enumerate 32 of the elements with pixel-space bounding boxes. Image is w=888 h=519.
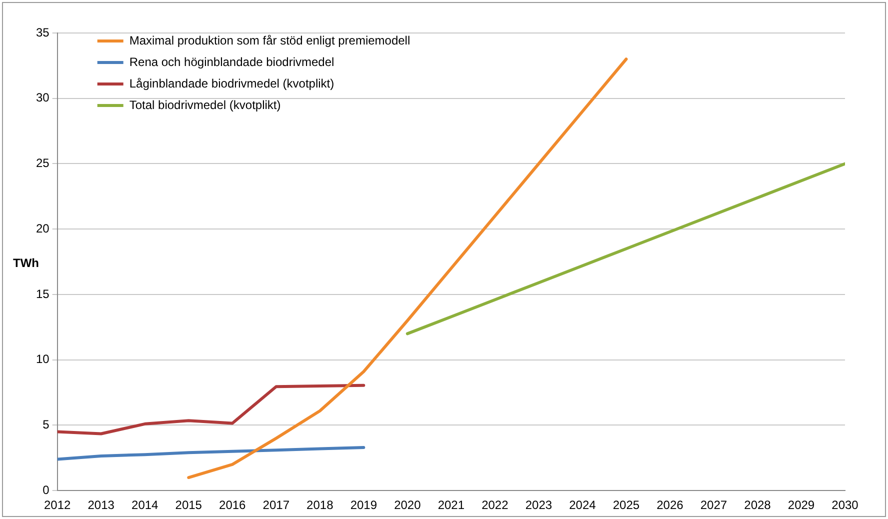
x-tick-label: 2012 [44, 498, 72, 512]
x-tick-label: 2015 [175, 498, 202, 512]
y-tick-label: 0 [42, 482, 50, 497]
x-tick-label: 2021 [438, 498, 465, 512]
y-tick-label: 25 [36, 156, 50, 170]
y-tick-label: 35 [36, 25, 50, 40]
legend-label: Total biodrivmedel (kvotplikt) [129, 98, 281, 112]
x-tick-label: 2029 [788, 498, 815, 512]
x-tick-label: 2017 [262, 498, 290, 512]
y-tick-label: 5 [42, 418, 50, 432]
legend-label: Rena och höginblandade biodrivmedel [129, 54, 334, 69]
y-tick-label: 10 [36, 352, 50, 366]
legend-label: Låginblandade biodrivmedel (kvotplikt) [129, 76, 334, 90]
x-tick-label: 2014 [132, 498, 159, 512]
x-tick-label: 2018 [306, 498, 334, 512]
legend-label: Maximal produktion som får stöd enligt premiemodell [129, 33, 410, 48]
x-tick-label: 2022 [482, 498, 509, 512]
x-tick-label: 2020 [394, 498, 422, 512]
x-tick-label: 2019 [350, 498, 378, 512]
x-tick-label: 2025 [612, 498, 640, 512]
y-tick-label: 30 [36, 90, 50, 105]
x-tick-label: 2013 [88, 498, 115, 512]
y-tick-label: 20 [36, 221, 50, 236]
y-axis-title: TWh [13, 256, 39, 270]
x-tick-label: 2023 [525, 498, 552, 512]
x-tick-label: 2028 [744, 498, 772, 512]
x-tick-label: 2024 [569, 498, 596, 512]
x-tick-label: 2027 [700, 498, 728, 512]
y-tick-label: 15 [36, 286, 50, 301]
x-tick-label: 2030 [832, 498, 859, 512]
x-tick-label: 2026 [656, 498, 684, 512]
x-tick-label: 2016 [219, 498, 246, 512]
